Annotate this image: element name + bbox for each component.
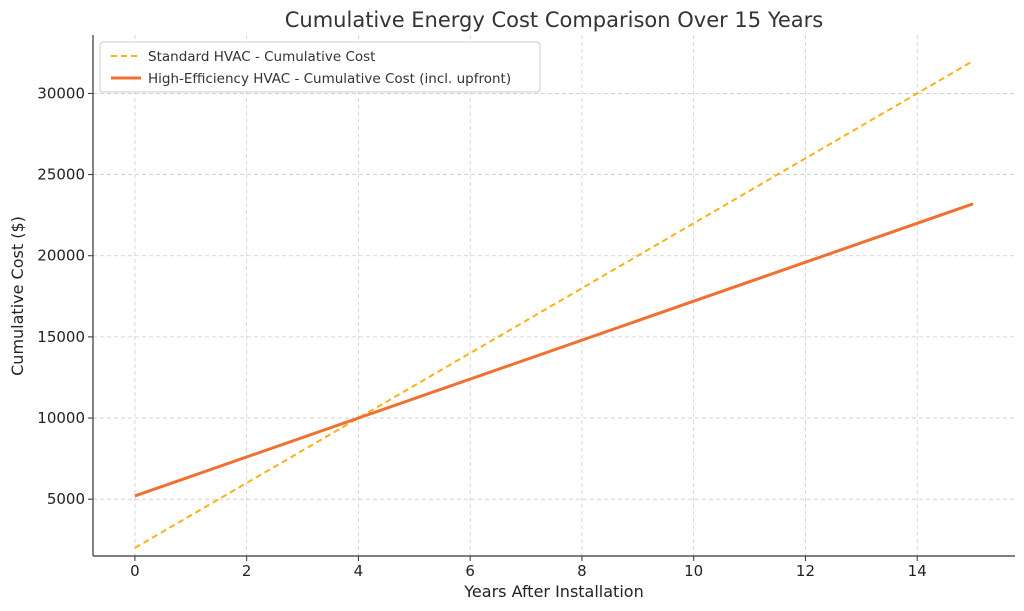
legend-label-high-efficiency: High-Efficiency HVAC - Cumulative Cost (… bbox=[148, 71, 511, 87]
legend-label-standard: Standard HVAC - Cumulative Cost bbox=[148, 49, 375, 65]
y-tick-label: 5000 bbox=[47, 490, 85, 508]
x-tick-label: 6 bbox=[465, 562, 475, 580]
y-axis-label: Cumulative Cost ($) bbox=[8, 216, 27, 376]
y-tick-label: 30000 bbox=[37, 84, 85, 102]
x-tick-label: 14 bbox=[908, 562, 927, 580]
grid bbox=[93, 35, 1015, 556]
y-tick-label: 10000 bbox=[37, 409, 85, 427]
y-tick-label: 25000 bbox=[37, 166, 85, 184]
chart-title: Cumulative Energy Cost Comparison Over 1… bbox=[285, 8, 823, 32]
x-tick-label: 10 bbox=[684, 562, 703, 580]
x-axis-label: Years After Installation bbox=[463, 582, 643, 601]
legend: Standard HVAC - Cumulative Cost High-Eff… bbox=[99, 41, 541, 93]
series-group bbox=[134, 60, 974, 549]
legend-box bbox=[99, 41, 541, 93]
axes: 0 2 4 6 8 10 12 14 5000 10000 15000 20000 25000 30000 bbox=[37, 35, 1015, 580]
y-tick-label: 15000 bbox=[37, 328, 85, 346]
x-tick-label: 0 bbox=[130, 562, 140, 580]
x-tick-label: 12 bbox=[796, 562, 815, 580]
y-tick-label: 20000 bbox=[37, 247, 85, 265]
x-tick-label: 4 bbox=[354, 562, 364, 580]
x-tick-label: 8 bbox=[577, 562, 587, 580]
series-line-standard bbox=[134, 60, 974, 549]
x-tick-label: 2 bbox=[242, 562, 252, 580]
series-line-high-efficiency bbox=[134, 202, 974, 498]
